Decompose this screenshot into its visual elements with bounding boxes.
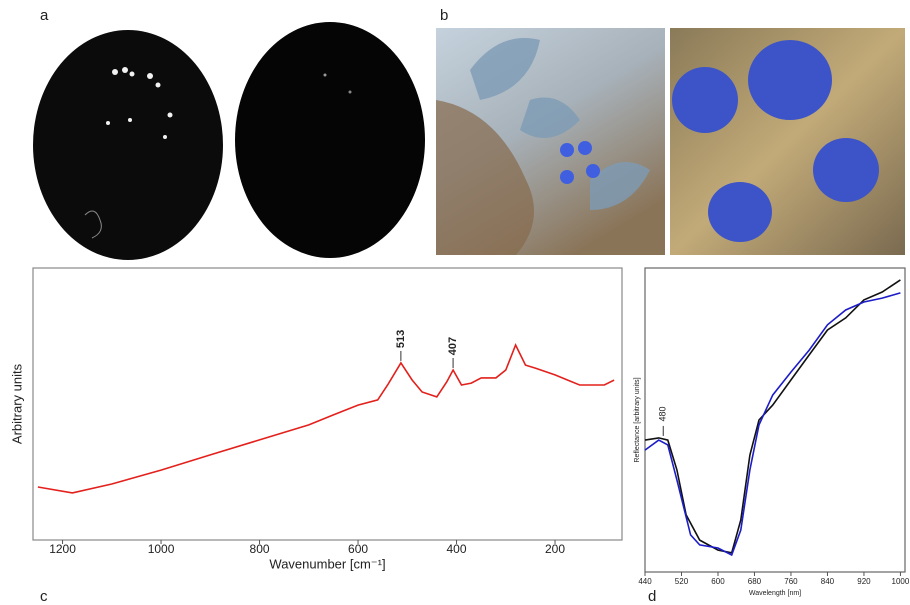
annotation: 407	[447, 337, 459, 355]
x-tick-label: 760	[784, 577, 798, 586]
panel-label: b	[440, 7, 448, 24]
image-blobs	[672, 40, 879, 242]
y-axis-label: Reflectance [arbitrary units]	[634, 377, 641, 462]
image-leaves	[470, 38, 650, 210]
x-tick-label: 440	[638, 577, 652, 586]
x-tick-label: 600	[711, 577, 725, 586]
panel-label: c	[40, 588, 48, 605]
speck	[323, 73, 327, 77]
image-a1	[33, 30, 223, 260]
panel-label: a	[40, 7, 49, 24]
plot-frame	[32, 267, 623, 541]
series-line	[37, 343, 615, 494]
image-detail	[84, 210, 102, 239]
x-tick-label: 680	[748, 577, 762, 586]
series-line	[644, 292, 901, 557]
y-axis-label: Arbitrary units	[9, 363, 24, 444]
x-tick-label: 1000	[148, 542, 175, 556]
x-tick-label: 520	[675, 577, 689, 586]
x-tick-label: 1000	[892, 577, 910, 586]
x-tick-label: 920	[857, 577, 871, 586]
image-dots	[560, 141, 600, 184]
series-line	[644, 279, 901, 554]
x-axis-label: Wavelength [nm]	[749, 590, 801, 597]
x-tick-label: 600	[348, 542, 368, 556]
x-tick-label: 800	[250, 542, 270, 556]
x-tick-label: 840	[821, 577, 835, 586]
panel-label: d	[648, 588, 656, 605]
image-a2	[235, 22, 425, 258]
x-axis-label: Wavenumber [cm⁻¹]	[269, 556, 385, 571]
x-tick-label: 400	[447, 542, 467, 556]
x-tick-label: 1200	[49, 542, 76, 556]
image-region	[436, 100, 534, 255]
speck	[348, 90, 352, 94]
x-tick-label: 200	[545, 542, 565, 556]
speckles	[106, 67, 173, 139]
annotation: 480	[658, 406, 668, 421]
plot-frame	[644, 267, 906, 573]
annotation: 513	[395, 330, 407, 348]
